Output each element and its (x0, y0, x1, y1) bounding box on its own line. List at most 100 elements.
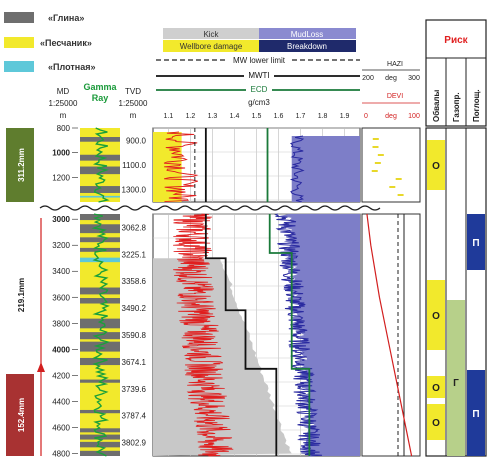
casing-label-311: 311.2mm (17, 148, 26, 182)
tvd-tick-label: 3062.8 (122, 223, 147, 232)
lithology-clay-band (80, 287, 120, 295)
risk-collapse-label: О (432, 161, 440, 172)
lithology-clay-band (80, 166, 120, 175)
lithology-legend: «Глина» «Песчаник» «Плотная» (4, 12, 95, 72)
ecd-line-lower (268, 214, 311, 456)
density-axis-ticks: 1.1 1.2 1.3 1.4 1.5 1.6 1.7 1.8 1.9 (164, 113, 350, 120)
event-wellbore-damage-label: Wellbore damage (180, 42, 243, 51)
lithology-clay-band (80, 137, 120, 142)
event-breakdown-label: Breakdown (287, 42, 327, 51)
risk-collapse-block (427, 404, 445, 440)
event-mudloss-box (259, 28, 356, 39)
md-tick-label: 4400 (52, 397, 70, 406)
hazi-mark (371, 170, 378, 172)
density-tick-label: 1.2 (186, 113, 196, 120)
breakdown-area-upper (291, 136, 360, 202)
risk-col-loss: Поглощ. (472, 89, 481, 122)
risk-gas-block (447, 300, 465, 456)
hazi-devi-track-frame (361, 127, 421, 203)
risk-collapse-label: О (432, 383, 440, 394)
hazi-label: HAZI (387, 61, 403, 68)
lithology-clay-band (80, 441, 120, 448)
hazi-mark (389, 186, 396, 188)
legend-label-sandstone: «Песчаник» (40, 38, 92, 48)
tvd-tick-label: 3490.2 (122, 304, 147, 313)
pore-pressure-curve-upper (163, 131, 199, 203)
tvd-tick-label: 1300.0 (122, 186, 147, 195)
lithology-dense-band (80, 195, 120, 198)
lithology-clay-band (80, 428, 120, 433)
risk-loss-label: П (472, 238, 479, 249)
legend-label-dense: «Плотная» (48, 62, 95, 72)
legend-swatch-clay (4, 12, 34, 23)
risk-gas-label: Г (453, 378, 459, 389)
md-tick-label: 3400 (52, 267, 70, 276)
hazi-mark (395, 178, 402, 180)
risk-collapse-block (427, 376, 445, 398)
hazi-tick-max: 300 (408, 75, 420, 82)
md-tick-label: 800 (57, 124, 71, 133)
tvd-tick-label: 3802.9 (122, 439, 147, 448)
tvd-tick-label: 3787.4 (122, 412, 147, 421)
hazi-tick-min: 200 (362, 75, 374, 82)
casing-box-152 (6, 374, 34, 456)
density-tick-label: 1.8 (318, 113, 328, 120)
md-header-scale: 1:25000 (49, 99, 78, 108)
hazi-unit: deg (385, 75, 397, 82)
risk-title: Риск (444, 35, 468, 46)
lithology-clay-band (80, 332, 120, 340)
lithology-clay-band (80, 186, 120, 193)
density-tick-label: 1.4 (230, 113, 240, 120)
devi-tick-max: 100 (408, 113, 420, 120)
mw-lower-label: MW lower limit (233, 56, 286, 65)
legend-swatch-sandstone (4, 37, 34, 48)
breakdown-curve-upper (289, 135, 305, 203)
md-header-unit: m (60, 111, 67, 120)
density-tick-label: 1.3 (208, 113, 218, 120)
risk-loss-label: П (472, 409, 479, 420)
casing-box-219 (6, 222, 34, 368)
tvd-tick-label: 3225.1 (122, 250, 147, 259)
event-mudloss-label: MudLoss (291, 30, 323, 39)
casing-label-219: 219.1mm (17, 278, 26, 312)
risk-loss-block (467, 370, 485, 456)
tvd-tick-label: 3358.6 (122, 277, 147, 286)
lithology-dense-band (80, 257, 120, 263)
event-legend: Kick MudLoss Wellbore damage Breakdown M… (156, 28, 360, 94)
mwti-label: MWTI (248, 71, 269, 80)
md-tick-label: 1200 (52, 173, 70, 182)
lithology-clay-band (80, 409, 120, 414)
md-tick-label: 4600 (52, 423, 70, 432)
md-tick-label: 3800 (52, 319, 70, 328)
hazi-mark (372, 146, 379, 148)
tvd-tick-label: 3590.8 (122, 331, 147, 340)
density-tick-label: 1.5 (252, 113, 262, 120)
risk-loss-block (467, 214, 485, 270)
risk-collapse-block (427, 140, 445, 190)
gamma-ray-curve (91, 213, 110, 457)
lithology-clay-band (80, 154, 120, 161)
event-wellbore-damage-box (163, 40, 259, 52)
tvd-tick-label: 3674.1 (122, 358, 147, 367)
event-breakdown-box (259, 40, 356, 52)
lithology-clay-band (80, 357, 120, 366)
depth-marker-arrow (37, 362, 45, 372)
risk-collapse-block (427, 280, 445, 350)
breakdown-area-lower (279, 214, 360, 456)
density-unit-label: g/cm3 (248, 98, 270, 107)
md-tick-label: 1000 (52, 149, 70, 158)
lithology-clay-band (80, 247, 120, 252)
density-tick-label: 1.9 (340, 113, 350, 120)
casing-column: 311.2mm 219.1mm 152.4mm (6, 128, 34, 456)
risk-header: Риск Обвалы Газопр. Поглощ. (425, 19, 487, 127)
devi-label: DEVI (387, 93, 403, 100)
legend-swatch-dense (4, 61, 34, 72)
risk-col-collapse: Обвалы (432, 89, 441, 122)
hazi-mark (372, 138, 379, 140)
track-headers: MD 1:25000 m Gamma Ray TVD 1:25000 m g/c… (49, 61, 420, 120)
casing-box-311 (6, 128, 34, 202)
md-tick-label: 3600 (52, 293, 70, 302)
hazi-mark (377, 154, 384, 156)
tvd-tick-label: 1100.0 (122, 161, 146, 170)
